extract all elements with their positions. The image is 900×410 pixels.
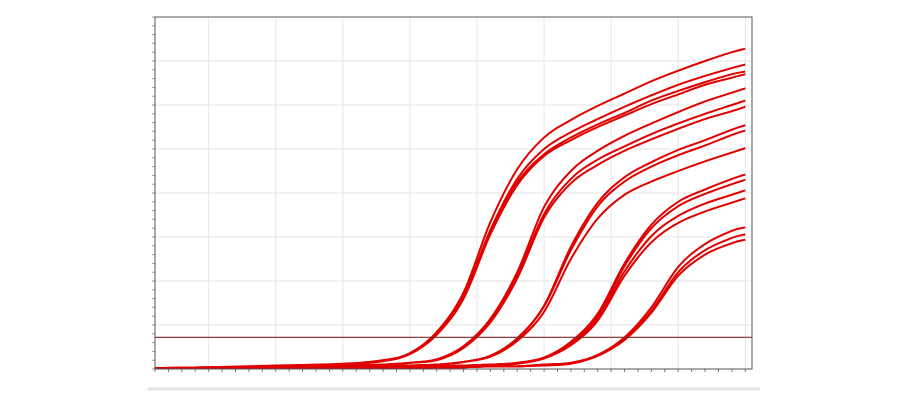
series-line-10 [154,147,746,370]
series-line-11 [155,173,746,370]
series-line-6 [154,99,746,370]
series-line-12 [155,178,746,370]
series-line-17 [155,238,746,370]
series-line-8 [154,124,746,370]
series-line-2 [154,63,746,370]
grid [155,17,752,369]
plot-frame [154,16,753,370]
series-line-5 [154,87,746,370]
series-lines [154,47,746,370]
series-line-13 [155,189,746,370]
series-line-15 [155,226,746,370]
series-line-4 [154,73,746,370]
series-line-9 [154,129,746,370]
